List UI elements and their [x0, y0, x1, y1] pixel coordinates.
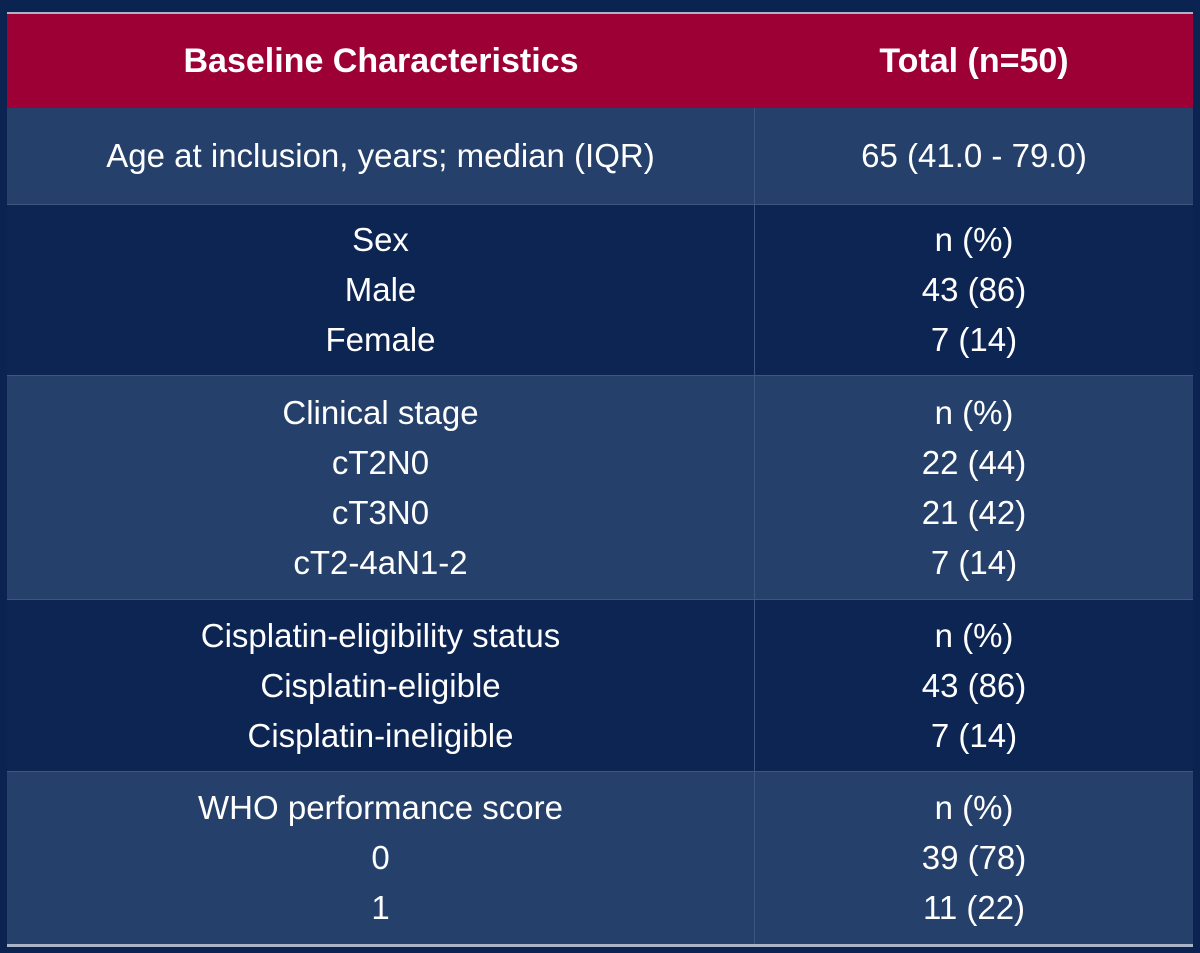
- cell-text: 43 (86): [921, 666, 1027, 704]
- table-row: Sex Male Female n (%) 43 (86) 7 (14): [7, 204, 1193, 375]
- table-row: WHO performance score 0 1 n (%) 39 (78) 11 (2…: [7, 771, 1193, 944]
- table-cell: Clinical stage cT2N0 cT3N0 cT2-4aN1-2: [7, 376, 755, 599]
- cell-text: 7 (14): [930, 716, 1018, 754]
- header-row: Baseline Characteristics Total (n=50): [7, 14, 1193, 108]
- cell-text: n (%): [934, 616, 1014, 654]
- table-row: Cisplatin-eligibility status Cisplatin-el…: [7, 599, 1193, 771]
- cell-text: 7 (14): [930, 543, 1018, 581]
- cell-text: Age at inclusion, years; median (IQR): [106, 137, 655, 174]
- table: Baseline Characteristics Total (n=50) Age …: [7, 12, 1193, 947]
- cell-text: cT2-4aN1-2: [293, 543, 468, 581]
- cell-text: 1: [371, 889, 390, 926]
- table-row: Clinical stage cT2N0 cT3N0 cT2-4aN1-2 n (%) 2…: [7, 375, 1193, 599]
- cell-text: 11 (22): [922, 889, 1026, 926]
- header-cell: Total (n=50): [879, 41, 1069, 80]
- cell-text: WHO performance score: [198, 789, 563, 826]
- cell-text: Clinical stage: [282, 393, 479, 431]
- cell-text: Cisplatin-eligible: [260, 666, 501, 704]
- table-row: Age at inclusion, years; median (IQR) 65 …: [7, 108, 1193, 204]
- cell-text: n (%): [934, 789, 1014, 826]
- cell-text: Cisplatin-ineligible: [247, 716, 514, 754]
- table-cell: Sex Male Female: [7, 205, 755, 375]
- cell-text: cT3N0: [331, 493, 430, 531]
- cell-text: 39 (78): [921, 839, 1027, 876]
- table-cell: n (%) 39 (78) 11 (22): [755, 772, 1193, 944]
- header-cell: Baseline Characteristics: [183, 41, 579, 80]
- cell-text: Sex: [352, 221, 409, 258]
- cell-text: 22 (44): [921, 443, 1027, 481]
- table-cell: n (%) 43 (86) 7 (14): [755, 600, 1193, 771]
- cell-text: cT2N0: [331, 443, 430, 481]
- table-cell: Cisplatin-eligibility status Cisplatin-el…: [7, 600, 755, 771]
- cell-text: 7 (14): [930, 321, 1018, 358]
- cell-text: 21 (42): [921, 493, 1027, 531]
- cell-text: Female: [325, 321, 436, 358]
- table-cell: n (%) 43 (86) 7 (14): [755, 205, 1193, 375]
- table-cell: WHO performance score 0 1: [7, 772, 755, 944]
- cell-text: Cisplatin-eligibility status: [200, 616, 561, 654]
- table-cell: Age at inclusion, years; median (IQR): [7, 108, 755, 204]
- table-cell: n (%) 22 (44) 21 (42) 7 (14): [755, 376, 1193, 599]
- cell-text: 43 (86): [921, 271, 1027, 308]
- cell-text: 0: [371, 839, 390, 876]
- cell-text: n (%): [934, 221, 1014, 258]
- cell-text: Male: [344, 271, 417, 308]
- table-cell: 65 (41.0 - 79.0): [755, 108, 1193, 204]
- cell-text: 65 (41.0 - 79.0): [861, 137, 1087, 174]
- cell-text: n (%): [934, 393, 1014, 431]
